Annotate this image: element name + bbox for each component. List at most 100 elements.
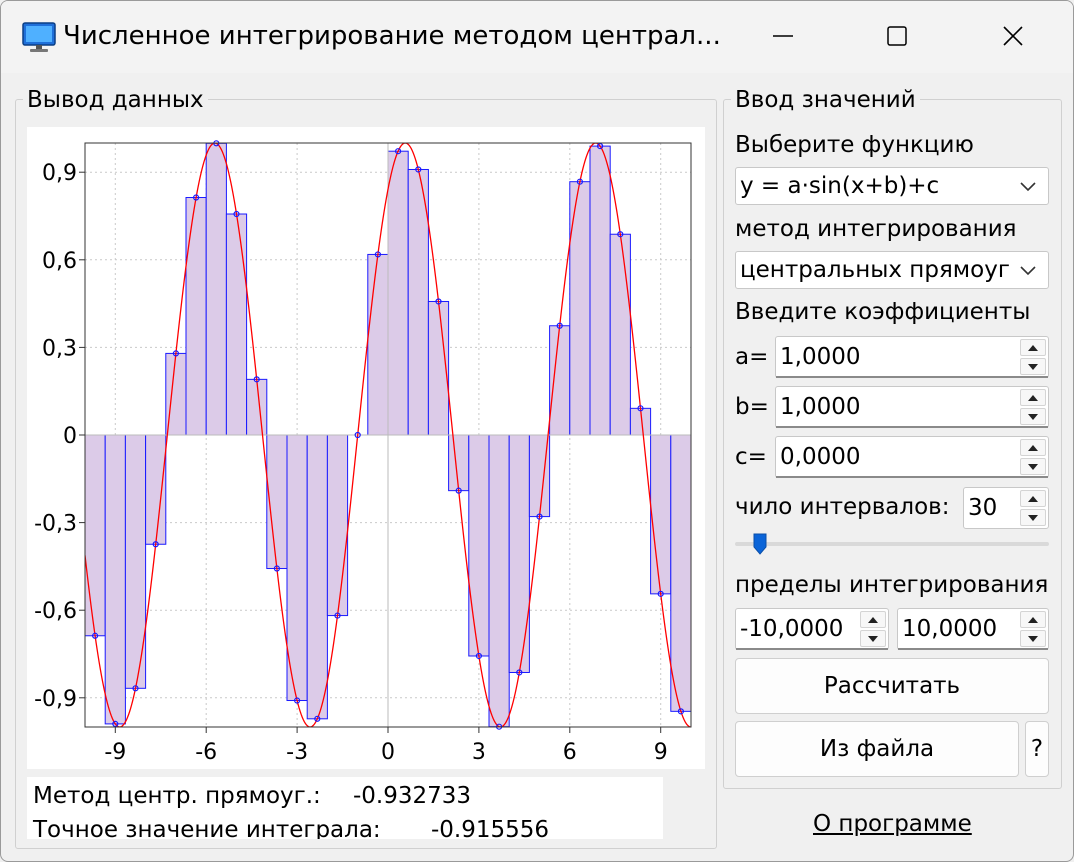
maximize-button[interactable] bbox=[867, 13, 927, 59]
midpoint-marker bbox=[455, 487, 462, 494]
intervals-slider-track[interactable] bbox=[735, 542, 1049, 546]
limit-to-up-button[interactable] bbox=[1020, 611, 1046, 628]
y-tick-label: -0,9 bbox=[34, 687, 77, 712]
midpoint-marker bbox=[516, 669, 523, 676]
method-label: метод интегрирования bbox=[735, 216, 1017, 242]
midpoint-marker bbox=[556, 322, 563, 329]
midpoint-marker bbox=[435, 298, 442, 305]
integration-rectangle bbox=[286, 434, 308, 702]
midpoint-marker bbox=[152, 541, 159, 548]
limit-from-down-button[interactable] bbox=[860, 630, 886, 647]
arrow-down-icon bbox=[1028, 514, 1038, 521]
limit-to-down-button[interactable] bbox=[1020, 630, 1046, 647]
integration-rectangle bbox=[367, 253, 389, 436]
limit-to-spinbox[interactable]: 10,0000 bbox=[897, 608, 1049, 650]
help-button[interactable]: ? bbox=[1025, 721, 1049, 777]
midpoint-marker bbox=[475, 652, 482, 660]
integration-rectangle bbox=[145, 434, 167, 545]
midpoint-marker bbox=[294, 697, 301, 704]
midpoint-marker bbox=[273, 565, 280, 572]
about-link[interactable]: О программе bbox=[813, 811, 972, 837]
spinbox-underline bbox=[776, 426, 1048, 428]
integration-rectangle bbox=[407, 168, 429, 436]
coef-a-spinbox[interactable]: 1,0000 bbox=[775, 336, 1049, 378]
method-select-value: центральных прямоуг bbox=[740, 257, 1010, 283]
spinbox-underline bbox=[898, 648, 1048, 650]
y-tick-label: 0,9 bbox=[42, 161, 77, 186]
intervals-spinbox[interactable]: 30 bbox=[963, 487, 1049, 529]
output-group bbox=[15, 99, 717, 849]
integration-rectangle bbox=[185, 197, 207, 436]
midpoint-marker bbox=[415, 166, 422, 173]
coef-a-value: 1,0000 bbox=[780, 344, 861, 370]
midpoint-marker bbox=[657, 590, 664, 597]
close-button[interactable] bbox=[983, 13, 1043, 59]
maximize-icon bbox=[887, 26, 907, 46]
coef-c-down-button[interactable] bbox=[1020, 458, 1046, 475]
integration-chart: -9 -6 -3 0 3 6 9 0,9 0,6 0,3 0 -0,3 -0,6 -0,9 bbox=[34, 140, 692, 765]
coef-b-up-button[interactable] bbox=[1020, 389, 1046, 406]
close-icon bbox=[1003, 26, 1023, 46]
arrow-up-icon bbox=[1028, 495, 1038, 502]
arrow-down-icon bbox=[1028, 413, 1038, 420]
arrow-up-icon bbox=[868, 616, 878, 623]
midpoint-marker bbox=[132, 685, 139, 692]
title-bar[interactable]: Численное интегрирование методом централ… bbox=[1, 1, 1073, 73]
method-result-value: -0.932733 bbox=[353, 783, 472, 809]
y-tick-label: -0,3 bbox=[34, 512, 77, 537]
coef-c-up-button[interactable] bbox=[1020, 439, 1046, 456]
midpoint-marker bbox=[91, 632, 99, 639]
intervals-down-button[interactable] bbox=[1020, 509, 1046, 526]
midpoint-marker bbox=[576, 178, 584, 185]
arrow-down-icon bbox=[1028, 363, 1038, 370]
arrow-up-icon bbox=[1028, 444, 1038, 451]
coef-c-spinbox[interactable]: 0,0000 bbox=[775, 436, 1049, 478]
spinbox-underline bbox=[736, 648, 888, 650]
from-file-button[interactable]: Из файла bbox=[735, 721, 1019, 777]
spinbox-underline bbox=[776, 376, 1048, 378]
midpoint-marker bbox=[334, 612, 341, 619]
integration-rectangle bbox=[488, 434, 510, 727]
method-select[interactable]: центральных прямоуг bbox=[735, 251, 1049, 289]
limit-from-spinbox[interactable]: -10,0000 bbox=[735, 608, 889, 650]
integration-rectangle bbox=[589, 145, 611, 436]
function-select-value: y = a·sin(x+b)+c bbox=[740, 173, 940, 199]
coef-b-spinbox[interactable]: 1,0000 bbox=[775, 386, 1049, 428]
arrow-up-icon bbox=[1028, 344, 1038, 351]
intervals-slider-handle[interactable] bbox=[753, 533, 767, 555]
chevron-down-icon bbox=[1020, 266, 1036, 276]
limit-from-up-button[interactable] bbox=[860, 611, 886, 628]
midpoint-marker bbox=[314, 715, 321, 722]
midpoint-marker bbox=[233, 210, 240, 218]
integration-rectangle bbox=[306, 434, 328, 720]
integration-rectangle bbox=[246, 378, 268, 436]
integration-rectangle bbox=[225, 213, 248, 436]
coef-a-up-button[interactable] bbox=[1020, 339, 1046, 356]
calculate-button[interactable]: Рассчитать bbox=[735, 658, 1049, 714]
integration-rectangle bbox=[104, 434, 126, 725]
coef-a-down-button[interactable] bbox=[1020, 358, 1046, 375]
function-select[interactable]: y = a·sin(x+b)+c bbox=[735, 167, 1049, 205]
integration-rectangle bbox=[448, 434, 470, 492]
integration-rectangle bbox=[670, 434, 691, 712]
intervals-value: 30 bbox=[968, 495, 998, 521]
coef-b-value: 1,0000 bbox=[780, 394, 861, 420]
y-tick-label: 0,6 bbox=[42, 249, 77, 274]
integration-rectangle bbox=[609, 233, 631, 436]
function-label: Выберите функцию bbox=[735, 132, 974, 158]
midpoint-marker bbox=[677, 708, 685, 715]
intervals-up-button[interactable] bbox=[1020, 490, 1046, 507]
x-tick-label: 3 bbox=[472, 740, 486, 765]
midpoint-marker bbox=[354, 431, 361, 439]
integration-rectangle bbox=[468, 434, 490, 657]
integration-rectangle bbox=[85, 434, 106, 637]
coefficients-label: Введите коэффициенты bbox=[735, 299, 1031, 325]
coef-b-down-button[interactable] bbox=[1020, 408, 1046, 425]
coef-c-value: 0,0000 bbox=[780, 444, 861, 470]
minimize-button[interactable] bbox=[753, 13, 813, 59]
limits-label: пределы интегрирования bbox=[735, 572, 1049, 598]
x-tick-label: 9 bbox=[654, 740, 668, 765]
midpoint-marker bbox=[395, 148, 402, 155]
arrow-up-icon bbox=[1028, 394, 1038, 401]
midpoint-marker bbox=[172, 350, 179, 357]
